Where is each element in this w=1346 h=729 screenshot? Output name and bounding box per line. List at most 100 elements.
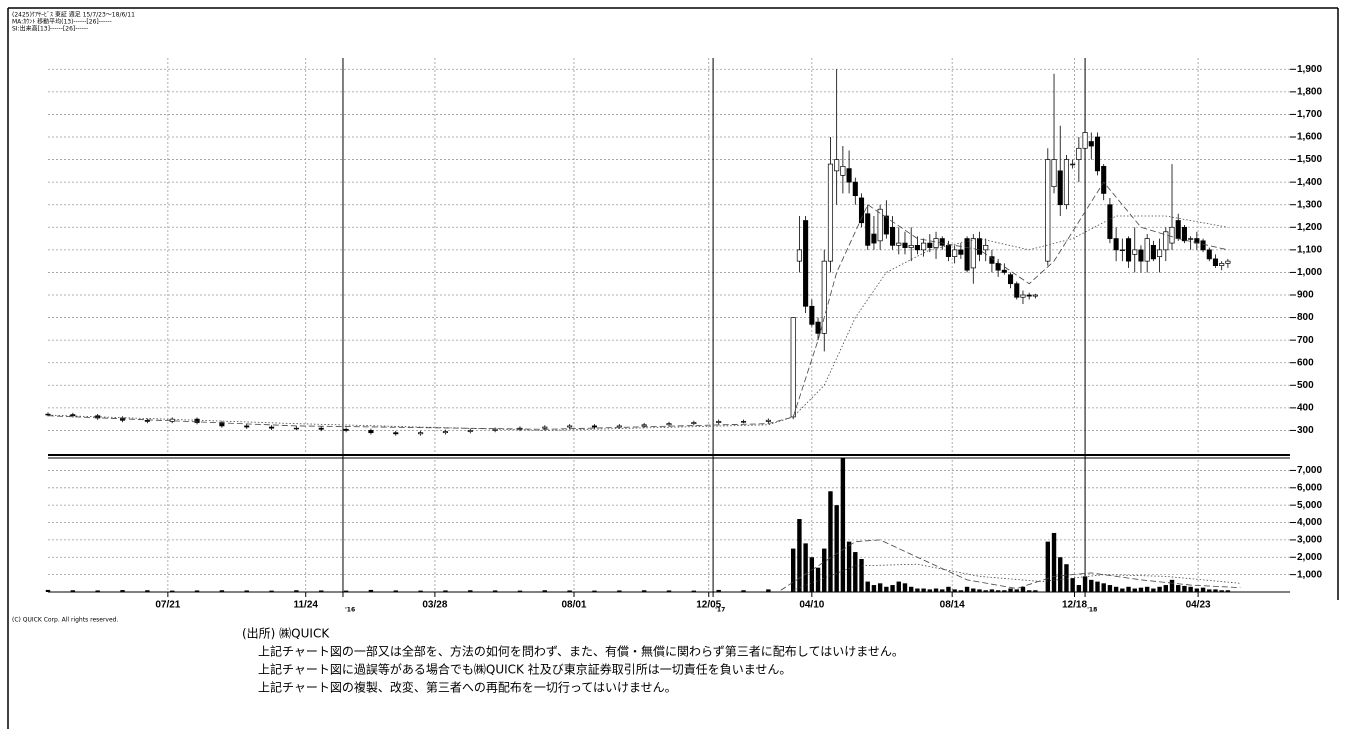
candle-body: [858, 197, 865, 224]
candle-body: [269, 426, 275, 429]
volume-bar: [368, 589, 374, 592]
candle-body: [666, 423, 672, 426]
y-tick-label: 7,000: [1297, 465, 1322, 476]
candle-body: [1057, 170, 1063, 206]
candle-body: [927, 242, 933, 248]
candle-body: [1163, 231, 1169, 251]
candle-body: [616, 425, 622, 428]
candle-body: [1113, 238, 1119, 251]
volume-bar: [194, 590, 200, 592]
y-tick-label: 4,000: [1297, 517, 1322, 528]
volume-bar: [443, 590, 448, 592]
volume-bar: [1132, 588, 1137, 592]
candle-body: [970, 238, 976, 269]
volume-bar: [1151, 588, 1156, 592]
volume-bar: [1163, 585, 1168, 592]
candle-body: [1225, 260, 1231, 264]
candle-body: [542, 426, 548, 429]
volume-bar: [1070, 578, 1075, 592]
candle-body: [591, 425, 598, 428]
candle-body: [393, 432, 399, 435]
volume-bar: [921, 588, 926, 592]
candle-body: [1125, 238, 1132, 262]
year-label: '16: [345, 607, 355, 614]
volume-bar: [145, 590, 150, 592]
y-tick-label: 3,000: [1297, 535, 1322, 546]
year-label: '17: [715, 607, 725, 614]
volume-bar: [393, 590, 398, 592]
candle-body: [1212, 258, 1219, 267]
y-tick-label: 1,400: [1297, 177, 1322, 188]
x-tick-label: 12/05: [696, 600, 721, 611]
volume-bar: [822, 548, 827, 592]
candle-body: [846, 168, 852, 183]
candle-body: [958, 249, 964, 255]
volume-bar: [915, 588, 920, 592]
candle-body: [1169, 226, 1175, 244]
moving-average: [793, 563, 1241, 591]
volume-bar: [840, 458, 846, 592]
candle-body: [890, 226, 896, 246]
note: 上記チャート図の一部又は全部を、方法の如何を問わず、また、有償・無償に関わらず第…: [258, 644, 904, 659]
candle-body: [691, 422, 697, 425]
candle-body: [914, 244, 920, 251]
candle-body: [293, 427, 299, 430]
candle-body: [1188, 238, 1194, 240]
volume-bar: [691, 590, 697, 592]
volume-bar: [1026, 590, 1032, 592]
volume-bar: [1207, 589, 1212, 592]
volume-bar: [170, 590, 175, 592]
y-tick-label: 1,000: [1297, 267, 1322, 278]
candle-body: [343, 428, 349, 431]
candle-body: [442, 431, 448, 434]
volume-bar: [1058, 557, 1063, 592]
y-tick-label: 2,000: [1297, 552, 1322, 563]
candle-body: [1020, 294, 1026, 298]
candle-body: [1138, 249, 1144, 262]
x-tick-label: 08/01: [561, 600, 586, 611]
volume-bar: [1020, 586, 1026, 592]
volume-bar: [1095, 581, 1100, 592]
moving-average: [47, 215, 1228, 431]
volume-bar: [1014, 589, 1019, 592]
candle-body: [1101, 165, 1107, 194]
copyright: (C) QUICK Corp. All rights reserved.: [12, 617, 118, 624]
candle-body: [976, 238, 983, 255]
candle-body: [840, 165, 846, 176]
volume-bar: [1064, 564, 1069, 592]
volume-bar: [859, 559, 864, 592]
y-tick-label: 400: [1297, 402, 1314, 413]
y-tick-label: 1,800: [1297, 86, 1322, 97]
volume-bar: [95, 590, 100, 592]
volume-bar: [983, 590, 988, 592]
volume-bar: [517, 590, 523, 592]
candle-body: [318, 427, 324, 430]
candle-body: [995, 263, 1001, 271]
candle-body: [827, 163, 834, 262]
volume-bar: [666, 590, 672, 592]
candle-body: [964, 238, 970, 271]
x-tick-label: 12/18: [1062, 600, 1087, 611]
x-tick-label: 03/28: [422, 600, 447, 611]
candle-body: [939, 238, 945, 246]
volume-bar: [244, 590, 249, 592]
candle-body: [1001, 269, 1007, 273]
volume-bar: [1200, 587, 1206, 592]
candle-body: [1181, 226, 1187, 242]
volume-bar: [1213, 589, 1218, 592]
candle-body: [883, 215, 889, 235]
candle-body: [908, 244, 914, 248]
volume-bar: [809, 557, 815, 592]
volume-bar: [1194, 588, 1200, 592]
candle-body: [1175, 220, 1181, 239]
volume-bar: [791, 548, 796, 592]
volume-bar: [219, 590, 225, 592]
y-tick-label: 1,600: [1297, 132, 1322, 143]
volume-bar: [1157, 586, 1162, 592]
source: (出所) ㈱QUICK: [242, 627, 330, 641]
volume-bar: [797, 519, 802, 592]
volume-bar: [567, 590, 572, 592]
candle-body: [877, 208, 883, 242]
y-tick-label: 1,100: [1297, 244, 1322, 255]
y-tick-label: 1,500: [1297, 154, 1322, 165]
